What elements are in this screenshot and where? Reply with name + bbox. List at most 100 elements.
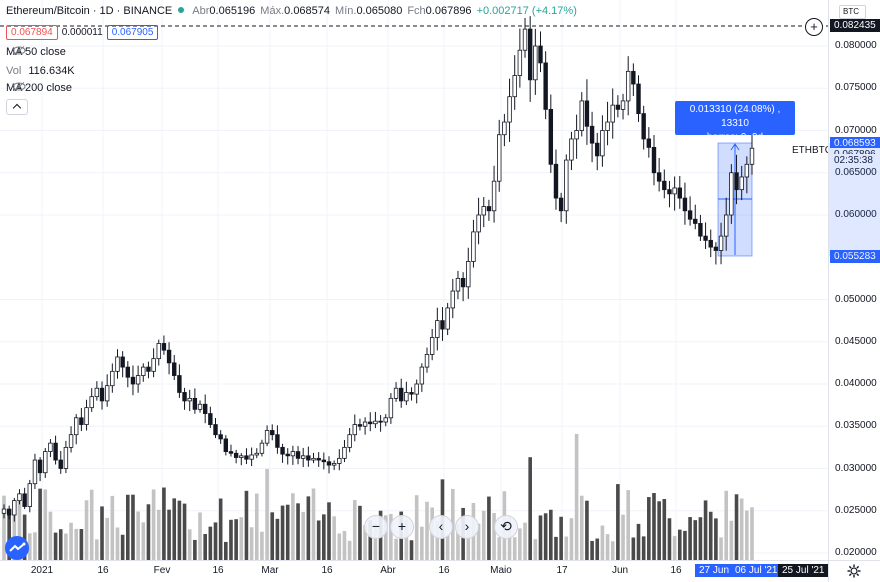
candle-body [615,104,621,110]
volume-bar [394,538,398,560]
volume-bar [151,489,156,560]
candle-body [558,197,564,212]
candle-body [17,493,22,502]
candle-body [662,180,667,191]
measure-tooltip: 0.013310 (24.08%) , 13310 barras: 9, 9d [675,101,795,143]
price-tick: 0.075000 [835,82,877,94]
volume-bar [316,520,321,560]
range-end-label: 06 Jul '21 [731,564,779,577]
volume-bar [182,503,187,560]
candle-body [110,370,115,387]
time-label: 17 [556,565,568,576]
volume-bar [172,498,177,560]
time-axis[interactable]: 2021 16 Fev 16 Mar 16 Abr 16 Maio 17 Jun 16 27 Jun … [0,560,829,582]
zoom-in-button[interactable]: + [390,515,414,539]
volume-bar [131,494,135,560]
volume-bar [538,515,543,560]
zoom-out-button[interactable]: − [364,515,388,539]
volume-bar [672,536,677,560]
candle-body [687,210,693,220]
volume-bar [74,528,79,560]
volume-bar [322,514,326,560]
currency-selector[interactable]: BTC ▾ [839,5,866,28]
time-label: Abr [380,565,396,576]
collapse-legend-button[interactable] [6,99,28,115]
volume-bar [703,500,708,560]
symbol-title[interactable]: Ethereum/Bitcoin · 1D · BINANCE [6,5,173,17]
candle-body [466,261,471,288]
time-label: Jun [611,565,629,576]
volume-bar [208,526,213,560]
candle-body [22,493,27,507]
price-tick: 0.080000 [835,40,877,51]
eye-off-icon[interactable] [12,82,26,91]
reset-chart-button[interactable]: ⟲ [494,515,518,539]
candle-body [440,320,445,330]
volume-bar [667,518,672,560]
eye-off-icon[interactable] [12,46,26,55]
price-tick: 0.060000 [835,209,877,220]
volume-bar [641,536,646,560]
volume-bar [69,522,73,560]
ask-price-pill[interactable]: 0.067905 [106,25,159,40]
candle-body [48,442,53,452]
volume-bar [203,533,207,560]
tradingview-logo-icon[interactable] [5,536,29,560]
volume-bar [115,527,120,560]
volume-bar [311,488,316,560]
candle-body [58,459,63,469]
volume-bar [38,488,42,560]
high-price-label: 0.082435 [830,19,880,32]
candle-body [378,420,383,423]
volume-bar [224,541,228,560]
volume-bar [616,484,620,560]
candle-body [538,45,543,64]
volume-bar [574,433,579,560]
price-axis[interactable]: BTC ▾ + 0.082435 0.080000 0.075000 0.07000… [805,0,880,560]
volume-bar [476,523,481,560]
candle-body [424,354,430,368]
chart-canvas[interactable] [0,0,828,560]
volume-bar [512,537,517,560]
market-open-dot-icon [178,7,185,13]
legend-ma200[interactable]: MA 200 close [6,82,72,94]
volume-bar [363,525,367,560]
chart-grid [0,0,828,560]
candle-body [584,100,590,127]
bid-price-pill[interactable]: 0.067894 [6,25,58,40]
candle-body [63,446,69,469]
low-label: Mín. [335,5,357,17]
candle-body [450,290,456,309]
gear-icon[interactable] [847,564,861,578]
candle-body [667,189,672,195]
chart-plot-area[interactable]: Ethereum/Bitcoin · 1D · BINANCE Abr0.0651… [0,0,828,560]
settings-corner[interactable] [828,560,880,582]
legend-ma50[interactable]: MA 50 close [6,46,66,58]
volume-bar [120,534,125,560]
candle-body [347,434,352,448]
volume-bar [48,511,53,560]
candle-body [6,508,12,516]
measure-top-price-label: 0.068593 [830,137,880,150]
volume-bar [492,513,496,560]
volume-bar [27,533,32,560]
volume-bar [327,502,331,560]
price-tick: 0.070000 [835,124,877,136]
volume-bar [533,539,538,560]
candle-body [104,385,110,402]
candle-body [460,277,466,288]
candle-body [311,457,316,461]
volume-bar [383,515,388,560]
volume-bar [404,519,409,560]
volume-bar [683,530,687,560]
volume-bar [136,511,140,560]
candle-body [321,459,327,463]
plus-circle-icon[interactable]: + [805,18,823,36]
scroll-right-button[interactable]: › [455,515,479,539]
candle-body [285,453,290,457]
candle-body [579,100,584,131]
volume-bar [218,498,223,560]
scroll-left-button[interactable]: ‹ [429,515,453,539]
candle-body [270,430,275,436]
candle-body [724,214,729,237]
